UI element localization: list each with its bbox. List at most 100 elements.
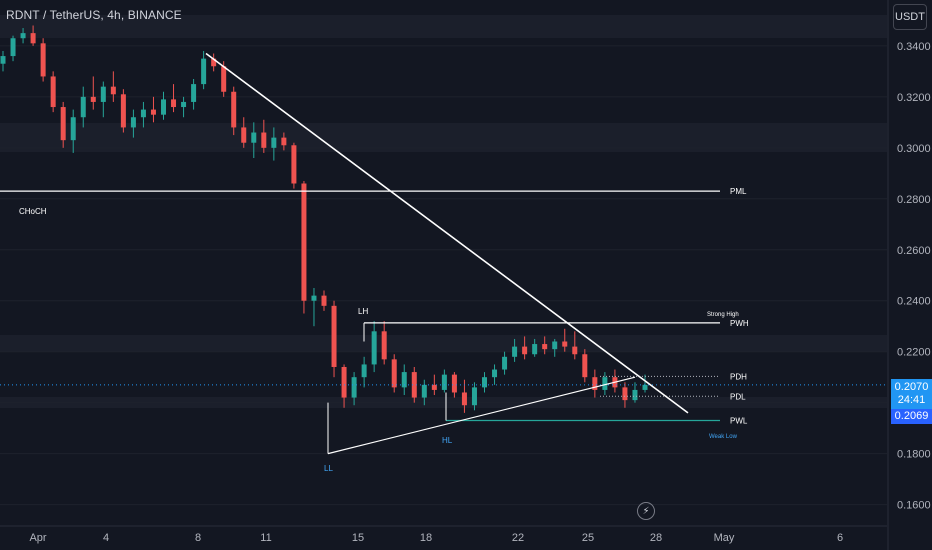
candle-body	[261, 132, 267, 148]
hl-label: HL	[442, 436, 453, 445]
candle-body	[181, 101, 187, 108]
candle-body	[552, 341, 558, 350]
last-price-tag: 0.2070 24:41	[891, 379, 932, 411]
candle-body	[291, 145, 297, 184]
candle-body	[341, 366, 347, 398]
candle-body	[10, 38, 16, 57]
candle-body	[271, 137, 277, 148]
y-tick-label: 0.1600	[897, 500, 931, 512]
candle-body	[471, 387, 477, 406]
candle-body	[361, 364, 367, 378]
candle-body	[191, 84, 197, 102]
x-tick-label: 25	[582, 532, 594, 544]
candle-body	[391, 359, 397, 388]
candle-body	[90, 96, 96, 102]
candle-body	[140, 109, 146, 118]
candle-body	[161, 99, 166, 115]
candle-body	[211, 58, 217, 67]
candle-body	[60, 107, 66, 141]
candle-body	[321, 295, 327, 306]
x-tick-label: 15	[352, 532, 364, 544]
bar-countdown: 24:41	[897, 394, 926, 406]
descending-trendline	[205, 52, 689, 414]
candle-body	[401, 372, 407, 388]
choch-label: CHoCH	[19, 207, 47, 216]
y-tick-label: 0.3400	[897, 41, 931, 53]
candle-body	[201, 58, 207, 85]
candle-body	[441, 374, 447, 390]
candle-body	[502, 356, 508, 370]
x-tick-label: 11	[260, 532, 271, 544]
candle-body	[421, 384, 427, 398]
x-tick-label: 8	[195, 532, 201, 544]
x-tick-label: May	[714, 532, 735, 544]
candle-body	[482, 377, 487, 388]
symbol-title: RDNT / TetherUS, 4h, BINANCE	[6, 8, 182, 22]
y-tick-label: 0.1800	[897, 449, 931, 461]
candle-body	[150, 109, 156, 115]
candle-body	[171, 99, 177, 108]
ascending-trendline	[327, 376, 636, 455]
candle-body	[70, 117, 76, 141]
candle-body	[281, 137, 287, 146]
candle-body	[632, 389, 638, 401]
y-tick-label: 0.2800	[897, 194, 931, 206]
y-tick-label: 0.2600	[897, 245, 931, 257]
x-tick-label: 18	[420, 532, 432, 544]
pdh-label: PDH	[730, 372, 747, 381]
candle-body	[100, 86, 106, 102]
pdl-label: PDL	[730, 392, 746, 401]
candle-body	[120, 94, 126, 128]
candle-body	[130, 117, 136, 128]
candle-body	[492, 369, 498, 378]
pml-label: PML	[730, 187, 747, 196]
y-tick-label: 0.3000	[897, 143, 931, 155]
candle-body	[0, 56, 6, 64]
candle-body	[602, 377, 608, 390]
y-tick-label: 0.2400	[897, 296, 931, 308]
candle-body	[622, 387, 628, 401]
y-tick-label: 0.3200	[897, 92, 931, 104]
candle-body	[110, 86, 116, 95]
bid-price-tag: 0.2069	[891, 409, 932, 424]
candle-body	[371, 331, 377, 365]
candle-body	[381, 331, 387, 360]
x-tick-label: 4	[103, 532, 109, 544]
candle-body	[562, 341, 568, 347]
zone-band	[0, 123, 887, 152]
x-tick-label: 6	[837, 532, 843, 544]
candle-body	[80, 96, 86, 118]
candle-body	[301, 183, 307, 301]
candle-body	[311, 295, 317, 301]
candle-body	[221, 66, 227, 92]
candle-body	[30, 33, 36, 44]
pwl-label: PWL	[730, 417, 748, 426]
candle-body	[331, 305, 337, 367]
candle-body	[431, 384, 437, 390]
candle-body	[512, 346, 518, 357]
x-tick-label: Apr	[29, 532, 46, 544]
candle-body	[411, 372, 417, 398]
pwh-label: PWH	[730, 319, 749, 328]
y-tick-label: 0.2200	[897, 347, 931, 359]
candle-body	[582, 354, 588, 378]
lightning-bolt-icon[interactable]: ⚡	[637, 502, 655, 520]
zone-band	[0, 335, 887, 352]
candle-body	[251, 132, 257, 143]
x-tick-label: 28	[650, 532, 662, 544]
candle-body	[231, 91, 237, 128]
weak-low-label: Weak Low	[709, 434, 738, 440]
strong-high-label: Strong High	[707, 312, 739, 318]
candle-body	[40, 43, 46, 77]
currency-button[interactable]: USDT	[893, 4, 927, 30]
candle-body	[50, 76, 56, 108]
lh-label: LH	[358, 307, 368, 316]
candle-body	[241, 127, 247, 143]
candle-body	[642, 384, 648, 390]
candle-body	[532, 344, 538, 355]
candle-body	[572, 346, 578, 355]
candle-body	[592, 377, 598, 390]
ll-label: LL	[324, 464, 333, 473]
